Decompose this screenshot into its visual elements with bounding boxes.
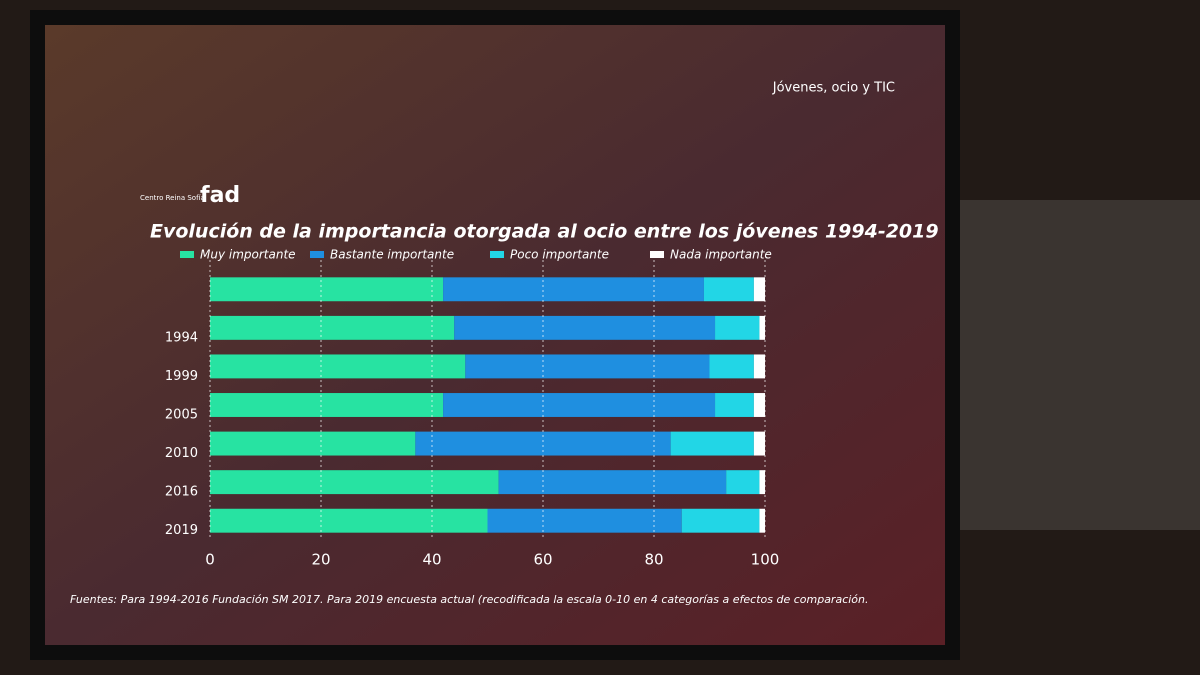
legend-label: Poco importante xyxy=(510,248,609,262)
bar-segment xyxy=(753,431,765,456)
truss xyxy=(960,200,1200,530)
bar-segment xyxy=(726,470,760,495)
logo: fad xyxy=(200,183,240,208)
bar-segment xyxy=(443,277,704,302)
x-tick-label: 100 xyxy=(751,551,780,569)
bar-segment xyxy=(759,470,765,495)
bar-segment xyxy=(759,508,765,533)
bar-segment xyxy=(709,354,754,379)
bar-segment xyxy=(681,508,760,533)
bar-segment xyxy=(670,431,754,456)
bar-segment xyxy=(210,431,416,456)
x-tick-label: 80 xyxy=(644,551,663,569)
x-tick-label: 40 xyxy=(422,551,441,569)
legend-swatch xyxy=(180,251,194,258)
bar-segment xyxy=(465,354,710,379)
x-tick-label: 0 xyxy=(205,551,215,569)
legend-label: Muy importante xyxy=(200,248,296,262)
bar-segment xyxy=(487,508,682,533)
y-tick-label: 2005 xyxy=(165,408,198,423)
legend-swatch xyxy=(490,251,504,258)
y-tick-label: 1994 xyxy=(165,330,198,345)
source-note: Fuentes: Para 1994-2016 Fundación SM 201… xyxy=(70,593,869,606)
bar-segment xyxy=(715,315,760,340)
legend-swatch xyxy=(310,251,324,258)
y-tick-label: 2019 xyxy=(165,523,198,538)
bar-segment xyxy=(210,470,499,495)
bar-segment xyxy=(759,315,765,340)
legend-label: Nada importante xyxy=(670,248,772,262)
bar-segment xyxy=(703,277,754,302)
y-tick-label: 2016 xyxy=(165,485,198,500)
bar-segment xyxy=(210,354,466,379)
logo-org: Centro Reina Sofía xyxy=(140,194,205,202)
legend-swatch xyxy=(650,251,664,258)
bar-segment xyxy=(443,393,716,417)
x-tick-label: 20 xyxy=(311,551,330,569)
bar-segment xyxy=(753,277,765,302)
bar-segment xyxy=(210,508,488,533)
bar-segment xyxy=(498,470,727,495)
y-tick-label: 2010 xyxy=(165,446,198,461)
bar-segment xyxy=(454,315,716,340)
slide-subtitle: Jóvenes, ocio y TIC xyxy=(772,81,895,96)
bar-segment xyxy=(715,393,754,417)
bar-segment xyxy=(415,431,671,456)
bar-segment xyxy=(210,277,444,302)
bar-segment xyxy=(210,315,455,340)
bar-segment xyxy=(753,354,765,379)
x-tick-label: 60 xyxy=(533,551,552,569)
chart-title: Evolución de la importancia otorgada al … xyxy=(150,221,939,243)
legend-label: Bastante importante xyxy=(330,248,454,262)
y-tick-label: 1999 xyxy=(165,369,198,384)
bar-segment xyxy=(753,393,765,417)
bar-segment xyxy=(210,393,444,417)
